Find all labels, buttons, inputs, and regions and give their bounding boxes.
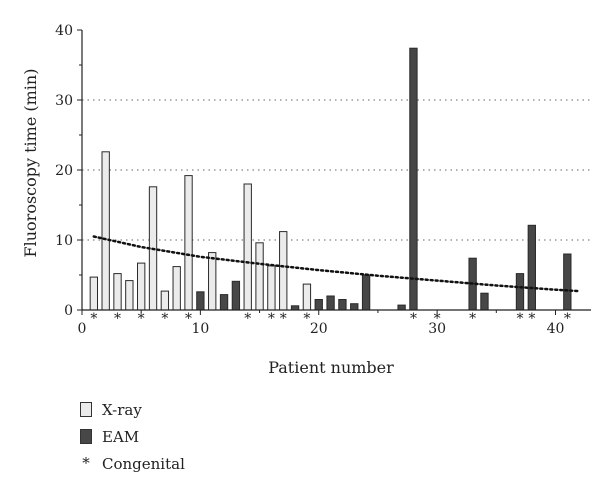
legend-swatch-eam: [80, 429, 92, 444]
bar-xray-11: [208, 252, 217, 311]
bar-eam-41: [563, 253, 572, 311]
congenital-marker-33: *: [469, 311, 476, 327]
congenital-marker-17: *: [280, 311, 287, 327]
congenital-marker-1: *: [90, 311, 97, 327]
bar-xray-16: [267, 265, 276, 311]
bar-eam-12: [219, 294, 229, 311]
y-tick-label-30: 30: [55, 93, 73, 109]
bar-eam-18: [290, 305, 300, 311]
trend-layer: [92, 235, 581, 293]
congenital-marker-30: *: [434, 311, 441, 327]
legend-item-xray: X-ray: [80, 396, 185, 423]
bar-xray-9: [184, 175, 193, 311]
bar-xray-3: [113, 273, 122, 311]
x-tick-label-40: 40: [547, 321, 565, 337]
bar-xray-15: [255, 242, 264, 311]
bar-eam-10: [196, 291, 205, 311]
x-tick-label-10: 10: [191, 321, 209, 337]
bar-xray-2: [101, 151, 110, 311]
congenital-marker-28: *: [410, 311, 417, 327]
bar-eam-27: [397, 304, 406, 311]
bar-eam-28: [409, 47, 418, 311]
bar-eam-22: [338, 299, 347, 311]
x-tick-label-0: 0: [78, 321, 87, 337]
x-tick-label-20: 20: [310, 321, 328, 337]
y-tick-label-20: 20: [55, 163, 73, 179]
bar-eam-13: [231, 280, 241, 311]
legend-marker-congenital: *: [82, 454, 90, 472]
trendline: [92, 235, 581, 293]
bar-xray-17: [279, 231, 288, 311]
congenital-marker-37: *: [516, 311, 523, 327]
congenital-marker-41: *: [564, 311, 571, 327]
bar-xray-19: [302, 283, 312, 311]
x-axis-title: Patient number: [268, 358, 394, 377]
congenital-marker-9: *: [185, 311, 192, 327]
legend-item-congenital: * Congenital: [80, 450, 185, 477]
x-tick-label-30: 30: [428, 321, 446, 337]
bar-eam-24: [361, 274, 371, 311]
stars-layer: * * * * * * * * * * * * * * *: [90, 311, 570, 327]
legend-label-xray: X-ray: [102, 400, 142, 419]
y-axis-title: Fluoroscopy time (min): [21, 69, 40, 258]
bar-xray-7: [160, 290, 170, 311]
congenital-marker-19: *: [303, 311, 310, 327]
y-tick-label-10: 10: [55, 233, 73, 249]
y-tick-label-40: 40: [55, 23, 73, 39]
y-tick-label-0: 0: [64, 303, 73, 319]
bar-eam-37: [515, 273, 525, 311]
congenital-marker-14: *: [244, 311, 251, 327]
bar-eam-38: [527, 224, 536, 311]
bar-xray-5: [137, 262, 146, 311]
congenital-marker-3: *: [114, 311, 121, 327]
bar-eam-21: [326, 295, 335, 311]
congenital-marker-7: *: [161, 311, 168, 327]
bar-xray-14: [243, 183, 252, 311]
congenital-marker-38: *: [528, 311, 535, 327]
legend: X-ray EAM * Congenital: [80, 396, 185, 477]
bar-eam-23: [350, 303, 359, 311]
legend-label-congenital: Congenital: [102, 454, 185, 473]
grid-layer: [82, 99, 591, 311]
chart: * * * * * * * * * * * * * * * 0 10 20 30 40 0 10 20 30 40 Fluor…: [21, 23, 591, 377]
bar-eam-34: [480, 292, 489, 311]
legend-swatch-xray: [80, 402, 92, 417]
legend-label-eam: EAM: [102, 427, 140, 446]
congenital-marker-5: *: [138, 311, 145, 327]
bar-xray-4: [125, 280, 134, 311]
legend-item-eam: EAM: [80, 423, 185, 450]
congenital-marker-16: *: [268, 311, 275, 327]
bar-eam-20: [314, 299, 323, 311]
bar-xray-1: [89, 276, 99, 311]
axes-layer: 0 10 20 30 40 0 10 20 30 40: [55, 23, 591, 337]
bar-xray-8: [172, 266, 181, 311]
